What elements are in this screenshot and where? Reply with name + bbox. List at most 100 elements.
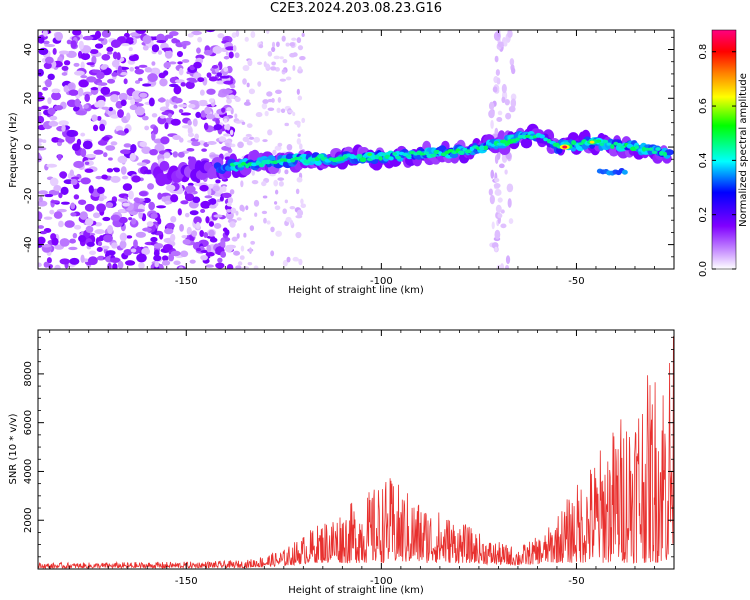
- noise-blob: [229, 129, 234, 136]
- noise-blob: [254, 212, 258, 217]
- noise-blob: [292, 111, 296, 116]
- noise-blob: [79, 211, 88, 220]
- noise-blob: [286, 256, 291, 263]
- noise-blob: [497, 41, 505, 48]
- noise-blob: [296, 209, 304, 217]
- noise-blob: [126, 37, 134, 42]
- noise-blob: [170, 194, 179, 203]
- noise-blob: [61, 72, 68, 76]
- noise-blob: [126, 112, 131, 121]
- noise-blob: [38, 142, 42, 147]
- noise-blob: [212, 65, 219, 69]
- noise-blob: [166, 222, 175, 229]
- noise-blob: [205, 216, 210, 224]
- noise-blob: [72, 105, 80, 112]
- noise-blob: [60, 201, 70, 205]
- noise-blob: [129, 152, 136, 161]
- noise-blob: [497, 197, 503, 203]
- noise-blob: [229, 221, 236, 228]
- noise-blob: [170, 233, 176, 242]
- top-x-tick-label: -100: [370, 276, 393, 287]
- noise-blob: [225, 209, 232, 213]
- noise-blob: [126, 96, 133, 101]
- noise-blob: [118, 216, 128, 224]
- noise-blob: [150, 67, 161, 75]
- noise-blob: [161, 47, 173, 51]
- noise-blob: [195, 221, 201, 230]
- noise-blob: [44, 78, 52, 88]
- noise-blob: [147, 183, 155, 190]
- noise-blob: [97, 139, 108, 146]
- noise-blob: [296, 37, 302, 44]
- noise-blob: [504, 98, 510, 106]
- noise-blob: [150, 236, 158, 243]
- noise-blob: [136, 162, 147, 167]
- noise-blob: [38, 138, 44, 143]
- noise-blob: [38, 91, 43, 97]
- noise-blob: [106, 51, 113, 55]
- noise-blob: [292, 52, 298, 57]
- noise-blob: [218, 136, 227, 142]
- noise-blob: [301, 117, 306, 124]
- bottom-y-axis-label: SNR (10 * v/v): [8, 413, 19, 484]
- noise-blob: [80, 254, 85, 263]
- noise-blob: [173, 97, 183, 104]
- noise-blob: [243, 232, 247, 238]
- top-y-tick-label: -20: [23, 188, 34, 204]
- noise-blob: [249, 225, 255, 231]
- noise-blob: [497, 213, 503, 219]
- noise-blob: [236, 217, 242, 221]
- noise-blob: [51, 88, 61, 94]
- noise-blob: [284, 169, 289, 175]
- noise-blob: [70, 176, 80, 180]
- noise-blob: [270, 250, 275, 257]
- noise-blob: [54, 31, 63, 41]
- noise-blob: [86, 241, 95, 247]
- noise-blob: [510, 93, 517, 101]
- noise-blob: [186, 147, 195, 152]
- noise-blob: [156, 40, 167, 44]
- noise-blob: [70, 40, 77, 49]
- noise-blob: [120, 149, 131, 155]
- noise-blob: [96, 82, 108, 86]
- noise-blob: [136, 253, 147, 263]
- noise-blob: [90, 87, 99, 91]
- bottom-x-tick-label: -100: [370, 576, 393, 587]
- noise-blob: [279, 78, 287, 82]
- noise-blob: [68, 89, 79, 96]
- noise-blob: [501, 83, 507, 94]
- noise-blob: [153, 242, 164, 249]
- noise-blob: [57, 154, 62, 161]
- noise-blob: [188, 100, 199, 104]
- noise-blob: [94, 43, 104, 49]
- noise-blob: [101, 106, 110, 110]
- noise-blob: [274, 145, 282, 151]
- noise-blob: [226, 123, 231, 131]
- noise-blob: [201, 148, 207, 152]
- noise-blob: [177, 61, 183, 65]
- noise-blob: [264, 110, 269, 117]
- noise-blob: [223, 133, 231, 137]
- noise-blob: [196, 47, 201, 54]
- noise-blob: [110, 39, 121, 48]
- noise-blob: [169, 61, 177, 65]
- noise-blob: [221, 89, 233, 95]
- ridge-peak: [589, 140, 595, 144]
- ridge-core: [599, 142, 605, 147]
- bottom-x-axis: -150 -100 -50: [49, 330, 675, 587]
- noise-blob: [298, 66, 302, 71]
- noise-blob: [117, 109, 124, 118]
- noise-blob: [498, 163, 505, 169]
- bottom-y-tick-label: 2000: [23, 507, 34, 532]
- noise-blob: [89, 250, 97, 256]
- noise-blob: [119, 232, 128, 242]
- noise-blob: [38, 147, 47, 151]
- noise-blob: [490, 169, 495, 179]
- noise-blob: [135, 30, 147, 34]
- noise-blob: [221, 185, 227, 193]
- noise-blob: [96, 255, 106, 261]
- noise-blob: [250, 31, 256, 38]
- noise-blob: [205, 264, 214, 268]
- noise-blob: [129, 67, 135, 72]
- noise-blob: [43, 62, 52, 70]
